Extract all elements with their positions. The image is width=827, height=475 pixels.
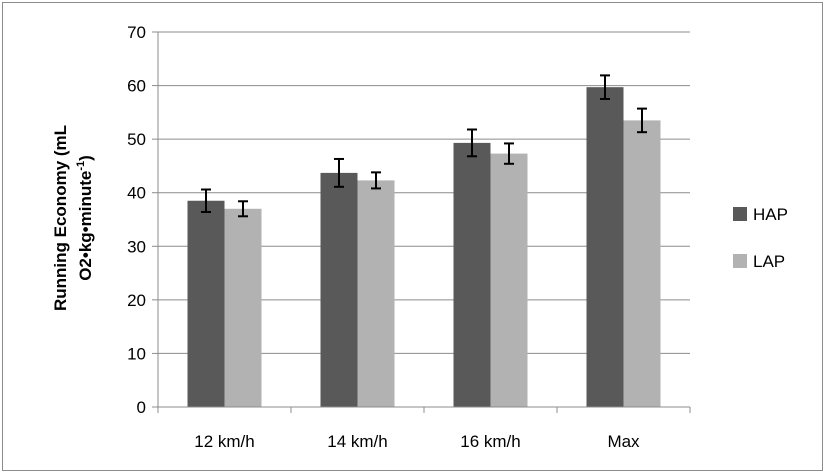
- y-tick-label: 0: [137, 398, 146, 417]
- y-tick-label: 30: [127, 237, 146, 256]
- y-axis-title-sup: -1: [75, 161, 87, 171]
- bars: [187, 87, 661, 408]
- bar-hap: [453, 142, 491, 407]
- legend-label-lap: LAP: [753, 252, 785, 271]
- y-tick-label: 40: [127, 184, 146, 203]
- y-tick-label: 70: [127, 23, 146, 42]
- legend-swatch-hap: [733, 207, 747, 221]
- y-axis-title: Running Economy (mL: [51, 125, 70, 311]
- bar-hap: [586, 87, 624, 407]
- bar-hap: [320, 172, 358, 407]
- bar-lap: [357, 180, 395, 407]
- legend-label-hap: HAP: [753, 205, 788, 224]
- legend: HAP LAP: [733, 205, 788, 271]
- x-tick-label: 14 km/h: [327, 432, 387, 451]
- y-axis-title-line2: O2•kg•minute: [76, 171, 95, 281]
- y-tick-label: 10: [127, 344, 146, 363]
- bar-lap: [623, 120, 661, 408]
- x-tick-label: 12 km/h: [194, 432, 254, 451]
- bar-lap: [490, 153, 528, 407]
- y-tick-label: 20: [127, 291, 146, 310]
- bar-lap: [224, 208, 262, 407]
- error-bars: [201, 74, 647, 218]
- x-tick-labels: 12 km/h 14 km/h 16 km/h Max: [194, 432, 640, 451]
- y-tick-labels: 0 10 20 30 40 50 60 70: [127, 23, 146, 417]
- bar-hap: [187, 200, 225, 407]
- y-tick-label: 60: [127, 77, 146, 96]
- y-axis-title-2: O2•kg•minute-1): [75, 155, 95, 281]
- y-tick-label: 50: [127, 130, 146, 149]
- legend-swatch-lap: [733, 254, 747, 268]
- y-axis-title-close: ): [76, 155, 95, 161]
- axes: [152, 31, 691, 413]
- x-tick-label: Max: [607, 432, 640, 451]
- x-tick-label: 16 km/h: [460, 432, 520, 451]
- y-axis-title-line1: Running Economy (mL: [51, 125, 70, 311]
